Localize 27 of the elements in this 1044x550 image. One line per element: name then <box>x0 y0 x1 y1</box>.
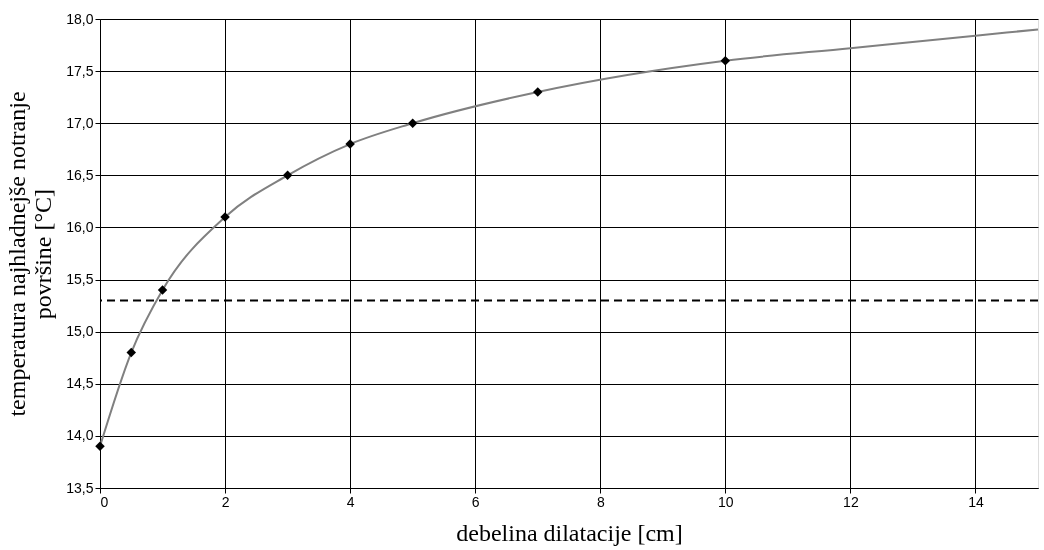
y-tick-label: 14,5 <box>66 375 94 392</box>
y-tick-label: 17,5 <box>66 62 94 79</box>
point <box>720 55 731 66</box>
x-tick-label: 10 <box>718 493 734 510</box>
x-tick-label: 8 <box>596 493 605 510</box>
y-axis-title: temperatura najhladnejše notranje površine [°C] <box>4 91 57 417</box>
y-tick-label: 16,5 <box>66 166 94 183</box>
x-tick-label: 4 <box>346 493 355 510</box>
point <box>157 285 168 295</box>
x-tick-label: 2 <box>221 493 230 510</box>
y-tick-label: 18,0 <box>66 10 94 27</box>
y-tick-label: 14,0 <box>66 427 94 444</box>
x-tick-label: 0 <box>100 493 109 510</box>
y-tick-label: 15,5 <box>66 271 94 288</box>
x-axis-title: debelina dilatacije [cm] <box>456 519 683 546</box>
point <box>282 170 293 181</box>
y-tick-label: 15,0 <box>66 323 94 340</box>
x-tick-label: 6 <box>471 493 480 510</box>
y-tick-label: 17,0 <box>66 114 94 131</box>
y-tick-label: 16,0 <box>66 218 94 235</box>
point <box>126 347 137 358</box>
point <box>95 441 105 452</box>
point <box>407 118 418 128</box>
point <box>532 87 543 97</box>
x-tick-label: 14 <box>968 493 984 510</box>
x-tick-label: 12 <box>843 493 859 510</box>
y-tick-label: 13,5 <box>66 479 94 496</box>
